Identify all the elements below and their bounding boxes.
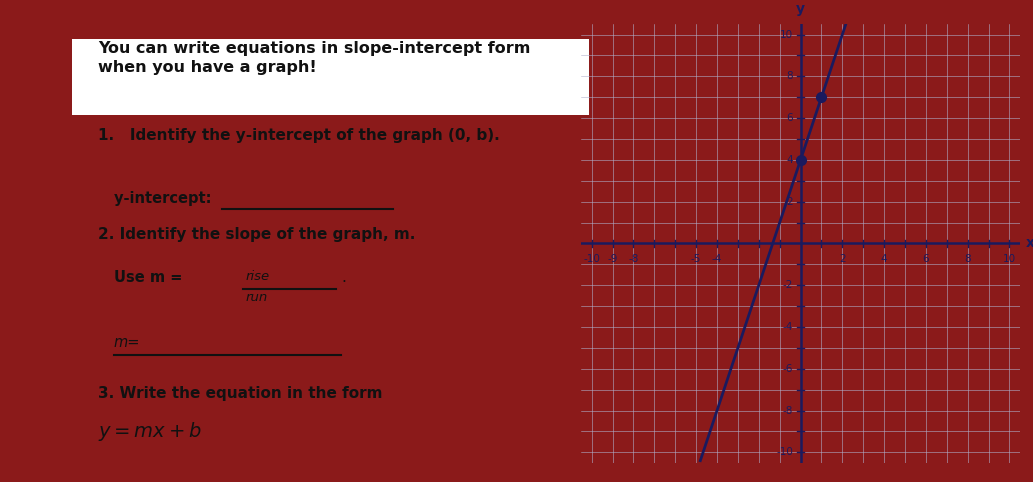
Text: .: . bbox=[341, 270, 346, 285]
Text: 2: 2 bbox=[787, 197, 793, 207]
Text: -10: -10 bbox=[777, 447, 793, 457]
Text: Use m =: Use m = bbox=[114, 270, 187, 285]
Text: -6: -6 bbox=[783, 364, 793, 374]
Text: -9: -9 bbox=[607, 254, 618, 264]
Text: $y = mx + b$: $y = mx + b$ bbox=[98, 420, 202, 443]
FancyBboxPatch shape bbox=[72, 39, 589, 115]
Text: -8: -8 bbox=[783, 405, 793, 415]
Text: 1.   Identify the y-intercept of the graph (0, b).: 1. Identify the y-intercept of the graph… bbox=[98, 128, 500, 143]
Text: 8: 8 bbox=[965, 254, 971, 264]
Text: 4: 4 bbox=[881, 254, 887, 264]
Text: 4: 4 bbox=[787, 155, 793, 165]
Text: 2. Identify the slope of the graph, m.: 2. Identify the slope of the graph, m. bbox=[98, 228, 415, 242]
Text: You can write equations in slope-intercept form
when you have a graph!: You can write equations in slope-interce… bbox=[98, 40, 531, 76]
Text: -2: -2 bbox=[783, 280, 793, 290]
Text: run: run bbox=[246, 291, 268, 304]
Text: y-intercept:: y-intercept: bbox=[114, 191, 216, 206]
Text: -10: -10 bbox=[584, 254, 600, 264]
Text: 3. Write the equation in the form: 3. Write the equation in the form bbox=[98, 387, 387, 402]
Text: 6: 6 bbox=[922, 254, 930, 264]
Text: -8: -8 bbox=[628, 254, 638, 264]
Text: -4: -4 bbox=[712, 254, 722, 264]
Text: 6: 6 bbox=[787, 113, 793, 123]
Text: x: x bbox=[1026, 236, 1033, 251]
Text: m=: m= bbox=[114, 335, 140, 350]
Text: rise: rise bbox=[246, 270, 270, 283]
Text: 8: 8 bbox=[787, 71, 793, 81]
Text: y: y bbox=[796, 2, 805, 16]
Text: 10: 10 bbox=[780, 29, 793, 40]
Text: 2: 2 bbox=[839, 254, 846, 264]
Text: -5: -5 bbox=[691, 254, 701, 264]
Text: -4: -4 bbox=[783, 322, 793, 332]
Text: 10: 10 bbox=[1003, 254, 1016, 264]
